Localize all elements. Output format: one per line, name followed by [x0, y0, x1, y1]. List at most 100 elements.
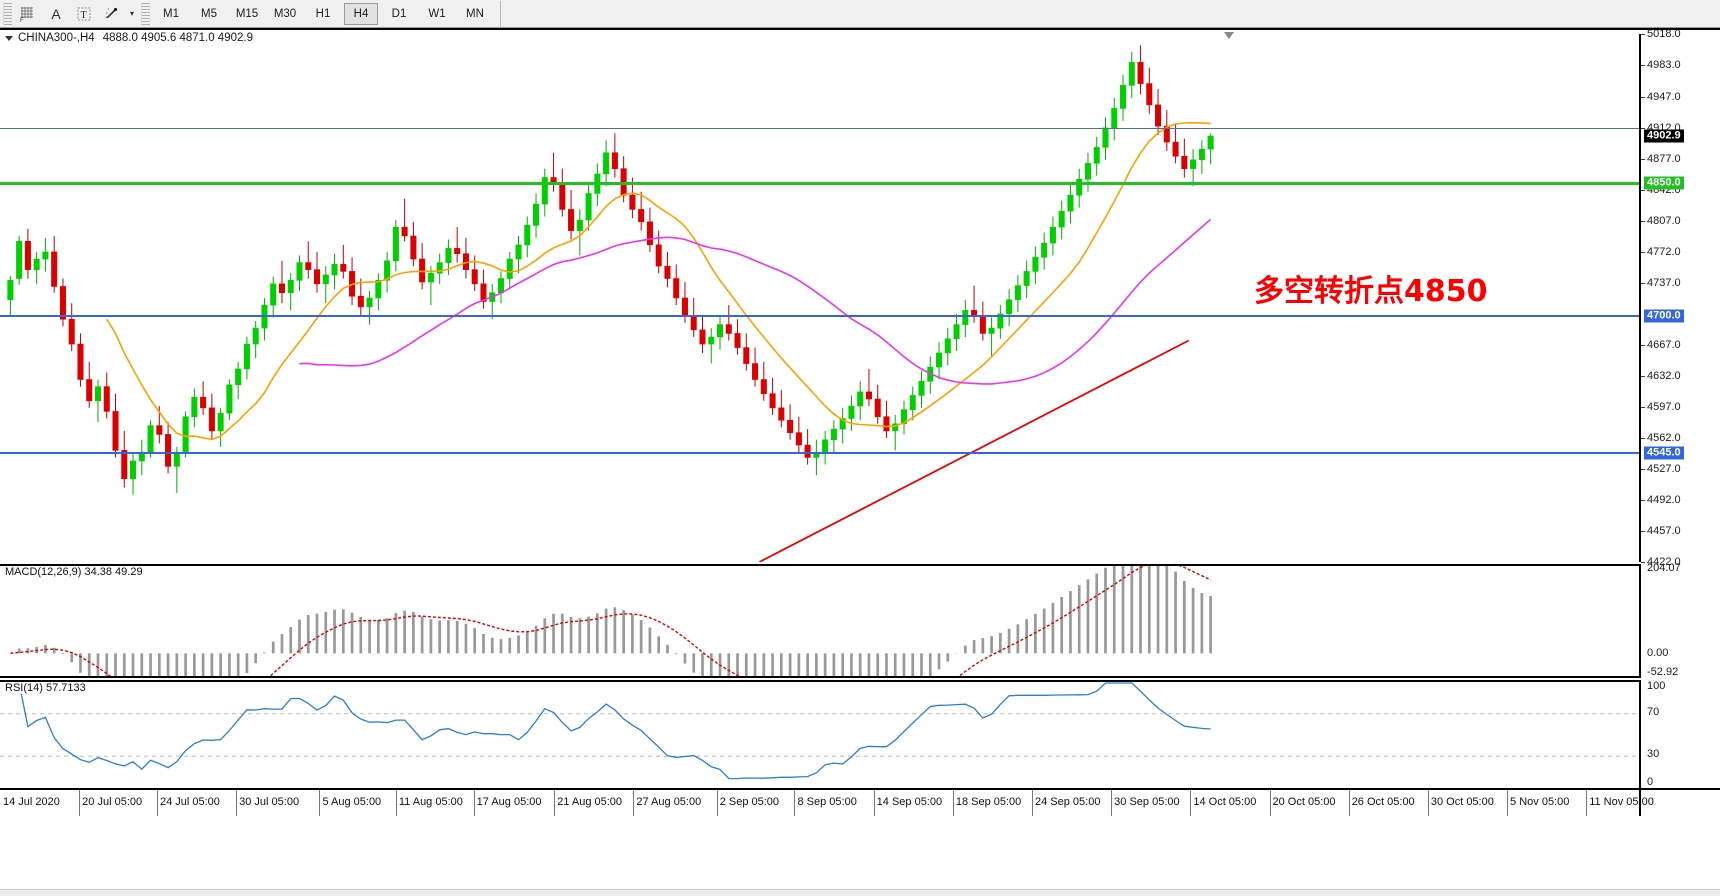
timeframe-m5[interactable]: M5 [201, 7, 217, 20]
cursor-marker-icon [1224, 32, 1234, 39]
time-tick-label: 24 Sep 05:00 [1035, 796, 1101, 808]
symbol-ohlc-bar: CHINA300-,H4 4888.0 4905.6 4871.0 4902.9 [0, 30, 253, 46]
time-tick-separator [1032, 790, 1033, 816]
time-tick-separator [236, 790, 238, 816]
time-tick-label: 21 Aug 05:00 [557, 796, 623, 808]
time-tick-separator [554, 790, 556, 816]
time-tick-label: 14 Sep 05:00 [876, 796, 943, 808]
toolbar-grip-2[interactable] [141, 2, 150, 25]
objects-wand-icon[interactable] [99, 2, 125, 26]
time-tick-label: 27 Aug 05:00 [636, 796, 702, 808]
timeframe-m1[interactable]: M1 [163, 7, 179, 20]
time-tick-separator [473, 790, 475, 816]
macd-canvas [10, 566, 1212, 676]
price-tick-label: 4983.0 [1647, 59, 1681, 71]
time-tick-label: 26 Oct 05:00 [1351, 796, 1415, 808]
time-tick-label: 24 Jul 05:00 [159, 796, 220, 808]
time-tick-separator [794, 790, 796, 816]
price-tick [1641, 220, 1645, 222]
level-line-resistance-4912[interactable] [0, 127, 1639, 129]
timeframe-m30[interactable]: M30 [273, 7, 297, 20]
time-tick-label: 20 Jul 05:00 [82, 796, 143, 808]
rsi-pane[interactable]: RSI(14) 57.7133 [0, 680, 1639, 788]
price-tick [1641, 406, 1645, 408]
price-tick [1641, 127, 1645, 129]
rsi-canvas [0, 682, 1639, 780]
time-tick-separator [1586, 790, 1588, 816]
macd-indicator-label: MACD(12,26,9) 34.38 49.29 [4, 566, 144, 578]
price-tick [1641, 499, 1645, 501]
level-line-support-4545[interactable] [0, 452, 1639, 455]
timeframe-h1[interactable]: H1 [315, 7, 331, 20]
time-tick-separator [1427, 790, 1429, 816]
time-tick-label: 5 Aug 05:00 [322, 796, 382, 808]
price-tick [1641, 437, 1645, 439]
time-tick-separator [395, 790, 397, 816]
rsi-scale-label: 70 [1647, 705, 1660, 718]
toolbar-dropdown-icon[interactable]: ▾ [129, 9, 134, 18]
text-label-icon[interactable]: A [51, 5, 61, 22]
time-tick-label: 20 Oct 05:00 [1272, 796, 1336, 808]
price-tick [1641, 158, 1645, 160]
price-tick [1641, 65, 1645, 66]
timeframe-mn[interactable]: MN [466, 7, 484, 20]
rsi-plot [0, 682, 1639, 788]
rsi-scale-label: 30 [1647, 748, 1660, 761]
time-axis-ticks: 14 Jul 2020 20 Jul 05:00 24 Jul 05:00 30 Ju… [0, 790, 1654, 896]
crosshair-grid-icon[interactable]: F [15, 2, 41, 26]
time-tick-label: 30 Jul 05:00 [239, 796, 300, 808]
price-level-badge-current-price-4902.9[interactable]: 4902.9 [1644, 129, 1684, 143]
rsi-scale-label: 100 [1647, 680, 1666, 692]
price-tick-label: 4492.0 [1647, 493, 1681, 506]
price-tick [1641, 562, 1645, 563]
price-tick [1641, 530, 1645, 532]
level-line-support-4700[interactable] [0, 314, 1639, 317]
time-tick-separator [716, 790, 718, 816]
collapse-triangle-icon[interactable] [5, 35, 13, 41]
price-tick-label: 4632.0 [1647, 369, 1681, 382]
time-axis[interactable]: 14 Jul 2020 20 Jul 05:00 24 Jul 05:00 30 Ju… [0, 788, 1720, 896]
timeframe-w1[interactable]: W1 [428, 7, 446, 20]
main-toolbar: F A T ▾ M [0, 0, 1720, 28]
price-tick-label: 4877.0 [1647, 152, 1681, 165]
chart-area[interactable]: CHINA300-,H4 4888.0 4905.6 4871.0 4902.9… [0, 28, 1720, 896]
price-tick-label: 4667.0 [1647, 338, 1681, 351]
price-scale-main[interactable]: 5018.0 4983.0 4947.0 4912.0 4877.0 4842.0 4807… [1639, 28, 1720, 568]
macd-plot [0, 566, 1639, 676]
price-scale-macd[interactable]: 204.07 0.00 -52.92 [1639, 562, 1720, 678]
svg-text:F: F [20, 18, 24, 22]
time-tick-label: 17 Aug 05:00 [476, 796, 542, 808]
time-tick-separator [873, 790, 875, 816]
level-line-pivot-4850[interactable] [0, 181, 1639, 185]
text-box-icon[interactable]: T [71, 2, 97, 26]
price-tick [1641, 282, 1645, 284]
time-tick-separator [1507, 790, 1509, 816]
time-tick-separator [1111, 790, 1113, 816]
price-tick-label: 4562.0 [1647, 431, 1681, 444]
time-tick-label: 30 Sep 05:00 [1114, 796, 1180, 808]
timeframe-m15[interactable]: M15 [235, 7, 259, 20]
price-tick-label: 4947.0 [1647, 90, 1681, 103]
svg-text:T: T [81, 10, 87, 21]
timeframe-h4[interactable]: H4 [344, 2, 378, 25]
time-tick-label: 14 Oct 05:00 [1193, 796, 1257, 808]
price-tick-label: 4807.0 [1647, 214, 1681, 227]
timeframe-group: M1 M5 M15 M30 H1 H4 D1 W1 MN [152, 1, 494, 27]
price-level-badge-support-4700[interactable]: 4700.0 [1644, 309, 1684, 323]
time-tick-label: 30 Oct 05:00 [1430, 796, 1494, 808]
time-tick-separator [1190, 790, 1192, 816]
price-scale-rsi[interactable]: 100 70 30 0 [1639, 680, 1720, 788]
price-level-badge-pivot-4850[interactable]: 4850.0 [1644, 176, 1684, 190]
price-pane[interactable]: 多空转折点4850 [0, 34, 1639, 562]
price-tick-label: 4457.0 [1647, 524, 1681, 537]
price-plot [0, 34, 1639, 562]
time-tick-separator [156, 790, 158, 816]
price-tick-label: 4527.0 [1647, 462, 1681, 475]
toolbar-grip-1[interactable] [3, 2, 12, 25]
price-level-badge-support-4545[interactable]: 4545.0 [1644, 446, 1684, 460]
price-tick-label: 4772.0 [1647, 245, 1681, 258]
price-tick [1641, 189, 1645, 191]
price-tick-label: 4737.0 [1647, 276, 1681, 289]
timeframe-d1[interactable]: D1 [391, 7, 407, 20]
macd-pane[interactable]: MACD(12,26,9) 34.38 49.29 [0, 564, 1639, 678]
